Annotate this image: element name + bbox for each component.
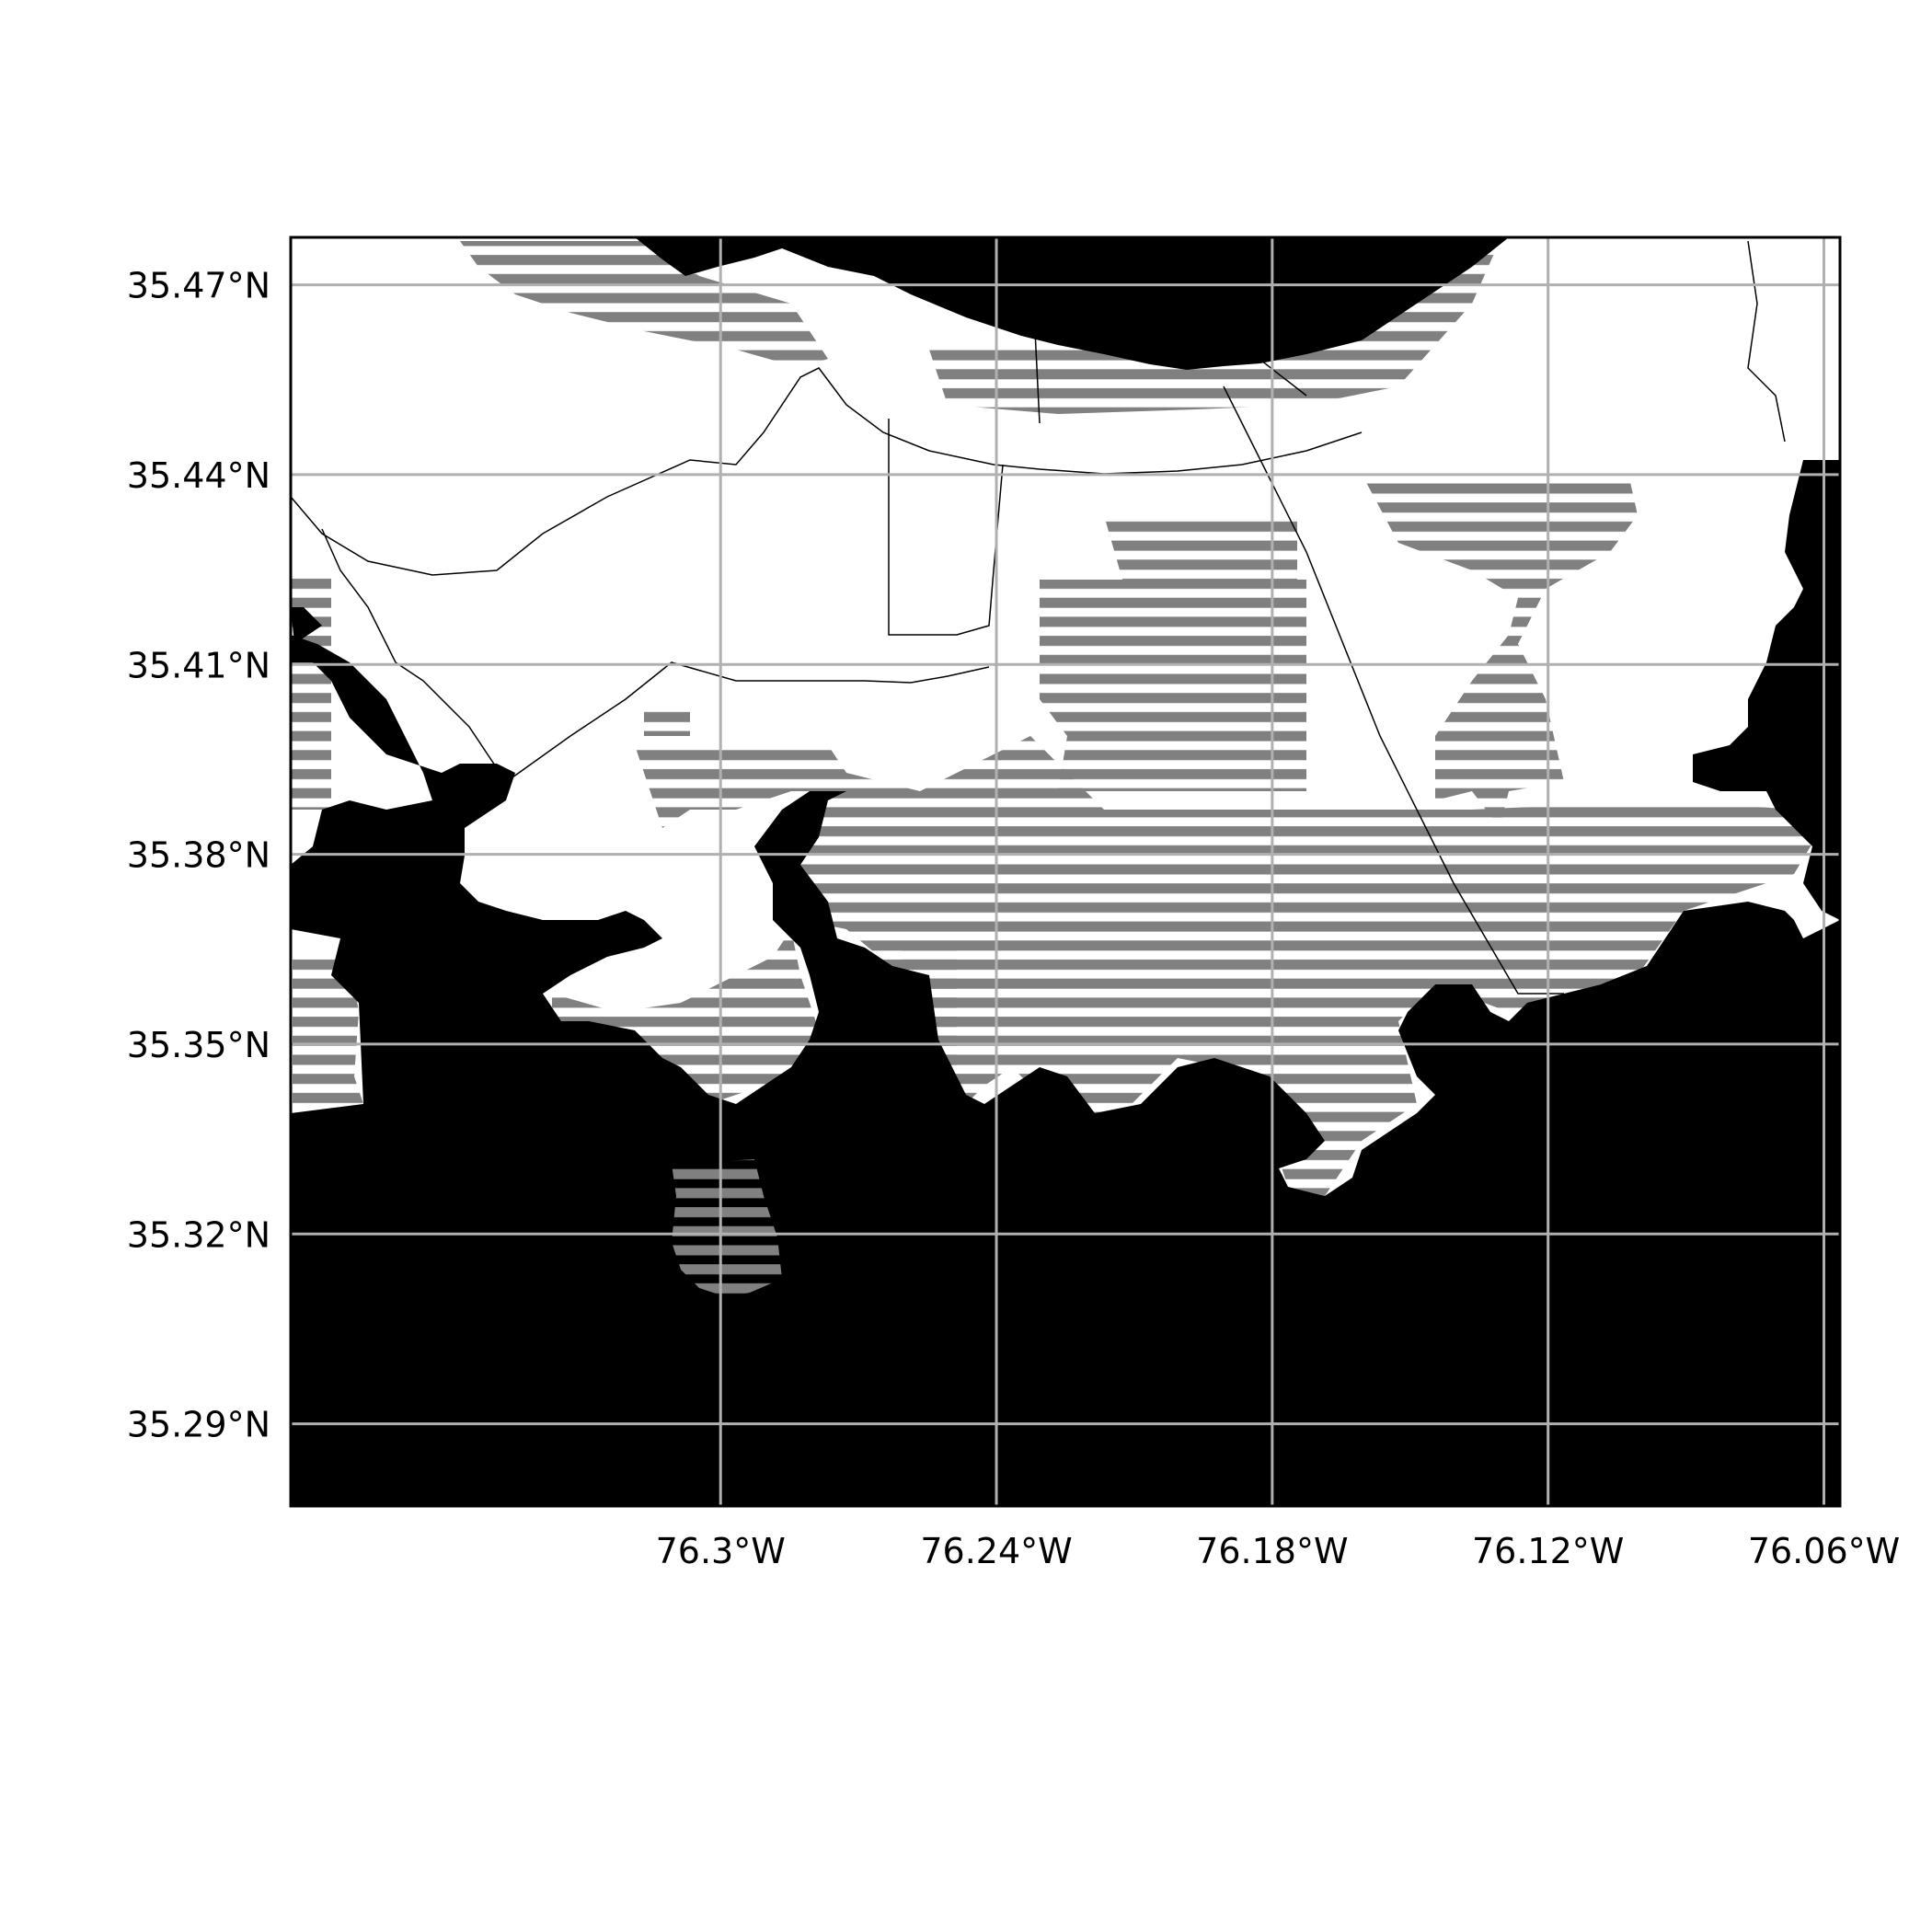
map-frame [289,236,1842,1508]
map-canvas[interactable] [291,237,1840,1506]
roads [291,237,1786,995]
x-tick-label: 76.3°W [656,1531,786,1571]
y-tick-label: 35.41°N [127,645,270,685]
x-tick-label: 76.12°W [1472,1531,1624,1571]
water-bodies [291,237,1840,1506]
x-tick-label: 76.06°W [1748,1531,1900,1571]
y-tick-label: 35.29°N [127,1405,270,1445]
graticule [291,237,1840,1506]
west-creek [291,607,322,644]
land-patches [672,1159,782,1297]
y-tick-label: 35.44°N [127,455,270,496]
y-tick-label: 35.38°N [127,835,270,876]
x-tick-labels: 76.3°W 76.24°W 76.18°W 76.12°W 76.06°W [656,1531,1901,1571]
y-tick-labels: 35.47°N 35.44°N 35.41°N 35.38°N 35.35°N … [127,266,270,1445]
bay-north [635,237,1509,370]
x-tick-label: 76.24°W [920,1531,1072,1571]
sound-south [291,635,1840,1506]
x-tick-label: 76.18°W [1196,1531,1348,1571]
east-shore-water [1693,460,1840,920]
y-tick-label: 35.32°N [127,1214,270,1255]
y-tick-label: 35.35°N [127,1025,270,1065]
y-tick-label: 35.47°N [127,266,270,306]
